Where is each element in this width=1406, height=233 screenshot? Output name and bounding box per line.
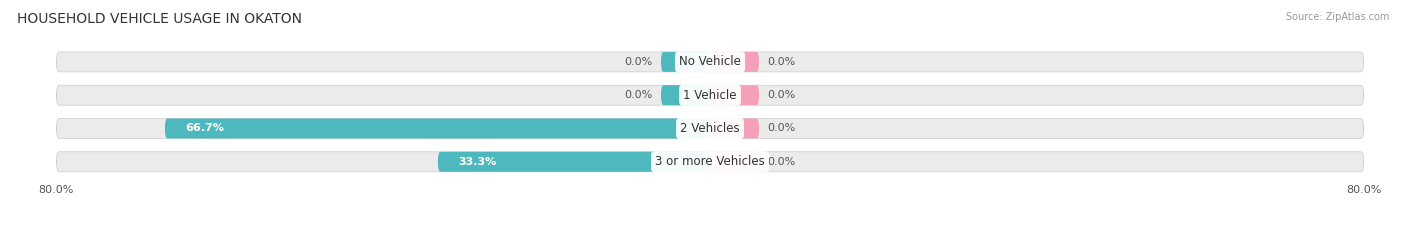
FancyBboxPatch shape: [710, 52, 759, 72]
FancyBboxPatch shape: [710, 152, 759, 172]
FancyBboxPatch shape: [710, 119, 759, 138]
Text: 0.0%: 0.0%: [768, 157, 796, 167]
Text: 2 Vehicles: 2 Vehicles: [681, 122, 740, 135]
Text: 0.0%: 0.0%: [768, 90, 796, 100]
FancyBboxPatch shape: [56, 52, 1364, 72]
Text: HOUSEHOLD VEHICLE USAGE IN OKATON: HOUSEHOLD VEHICLE USAGE IN OKATON: [17, 12, 302, 26]
Text: 66.7%: 66.7%: [186, 123, 224, 134]
FancyBboxPatch shape: [56, 119, 1364, 138]
FancyBboxPatch shape: [710, 85, 759, 105]
Text: No Vehicle: No Vehicle: [679, 55, 741, 69]
Text: 0.0%: 0.0%: [624, 57, 652, 67]
Text: 33.3%: 33.3%: [458, 157, 496, 167]
Text: 0.0%: 0.0%: [768, 123, 796, 134]
FancyBboxPatch shape: [661, 52, 710, 72]
FancyBboxPatch shape: [165, 119, 710, 138]
Text: 0.0%: 0.0%: [768, 57, 796, 67]
Text: 0.0%: 0.0%: [624, 90, 652, 100]
FancyBboxPatch shape: [56, 85, 1364, 105]
FancyBboxPatch shape: [56, 152, 1364, 172]
Text: Source: ZipAtlas.com: Source: ZipAtlas.com: [1285, 12, 1389, 22]
Text: 3 or more Vehicles: 3 or more Vehicles: [655, 155, 765, 168]
FancyBboxPatch shape: [437, 152, 710, 172]
FancyBboxPatch shape: [661, 85, 710, 105]
Text: 1 Vehicle: 1 Vehicle: [683, 89, 737, 102]
